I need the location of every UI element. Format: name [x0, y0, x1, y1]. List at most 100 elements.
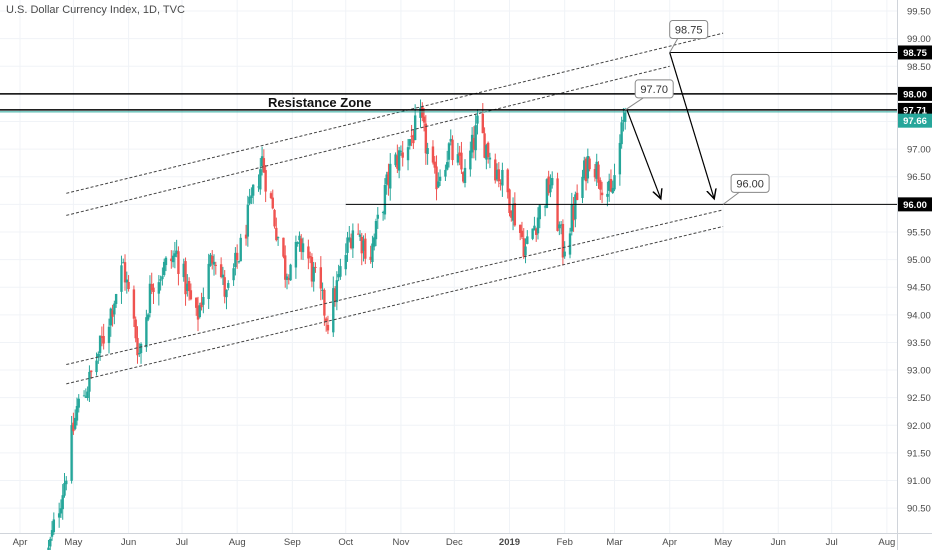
- candle-body: [508, 189, 511, 213]
- candle-body: [332, 288, 335, 333]
- candle-body: [294, 241, 298, 268]
- x-tick-label: 2019: [499, 537, 520, 548]
- candle-body: [65, 480, 68, 485]
- candle-body: [225, 289, 228, 298]
- candle-body: [437, 181, 440, 188]
- x-tick-label: Sep: [284, 537, 301, 548]
- projection-arrow[interactable]: [669, 52, 715, 198]
- candle-body: [536, 217, 540, 234]
- candle-body: [189, 290, 193, 300]
- x-tick-label: Jun: [121, 537, 136, 548]
- candle-body: [134, 319, 137, 339]
- candle-body: [170, 258, 173, 262]
- candle-body: [250, 195, 253, 199]
- candle-body: [419, 107, 422, 118]
- channel-line[interactable]: [66, 209, 724, 366]
- candle-body: [97, 353, 100, 358]
- candle-body: [227, 283, 230, 288]
- x-tick-label: Apr: [13, 537, 28, 548]
- grid: [0, 0, 897, 533]
- candle-body: [271, 197, 274, 209]
- candle-body: [396, 155, 399, 169]
- candle-body: [127, 281, 130, 290]
- y-tick-label: 95.50: [907, 227, 931, 238]
- candle-body: [406, 147, 410, 161]
- candle-body: [446, 162, 449, 170]
- candle-body: [312, 266, 315, 282]
- callout-96-00-label: 96.00: [736, 178, 764, 190]
- candle-body: [538, 205, 541, 220]
- candle-body: [323, 289, 326, 316]
- candle-body: [152, 287, 155, 293]
- candle-body: [157, 282, 161, 294]
- candle-body: [346, 237, 349, 253]
- candle-body: [200, 302, 203, 308]
- candle-body: [401, 152, 404, 158]
- candle-body: [357, 233, 360, 235]
- candle-body: [251, 184, 255, 196]
- candle-body: [146, 314, 150, 320]
- channel-line[interactable]: [66, 32, 724, 194]
- candle-body: [269, 193, 273, 199]
- candle-body: [547, 176, 550, 194]
- candle-body: [150, 283, 153, 291]
- candle-body: [202, 297, 205, 305]
- candle-body: [595, 161, 598, 179]
- candle-body: [526, 236, 529, 244]
- resistance-lower-line-tag: [898, 102, 932, 117]
- candle-body: [209, 254, 212, 266]
- candle-body: [613, 175, 616, 190]
- candle-body: [120, 265, 123, 292]
- candle-body: [175, 250, 178, 254]
- candle-body: [387, 171, 390, 186]
- candle-body: [394, 154, 397, 166]
- candle-body: [182, 263, 185, 278]
- projection-arrow[interactable]: [626, 109, 661, 199]
- candle-body: [513, 203, 517, 226]
- y-tick-label: 92.50: [907, 393, 931, 404]
- candle-body: [235, 252, 239, 261]
- candle-body: [198, 305, 201, 318]
- channel-line[interactable]: [66, 225, 724, 385]
- candle-body: [72, 422, 75, 432]
- candle-body: [138, 352, 141, 354]
- candle-body: [488, 157, 492, 160]
- candle-body: [369, 256, 372, 260]
- support-line-tag: [898, 197, 932, 212]
- candle-body: [184, 261, 187, 295]
- candle-body: [339, 266, 342, 277]
- candle-body: [607, 180, 611, 191]
- callout-96-00[interactable]: [730, 173, 770, 193]
- candle-body: [551, 177, 554, 186]
- candle-body: [186, 283, 189, 291]
- candle-body: [207, 263, 210, 299]
- candle-body: [244, 234, 248, 239]
- candle-body: [212, 261, 216, 265]
- candle-body: [549, 184, 552, 193]
- candle-body: [543, 206, 547, 208]
- candle-body: [412, 135, 415, 144]
- candle-body: [86, 391, 89, 398]
- callout-98-75[interactable]: [669, 19, 709, 39]
- candle-body: [223, 277, 226, 297]
- candle-body: [385, 174, 388, 185]
- candle-body: [462, 172, 465, 182]
- candle-body: [422, 116, 426, 123]
- y-tick-label: 94.00: [907, 310, 931, 321]
- candle-body: [61, 495, 64, 510]
- candle-body: [520, 230, 524, 238]
- y-tick-label: 96.50: [907, 172, 931, 183]
- candle-body: [522, 238, 525, 257]
- channel-line[interactable]: [66, 65, 670, 216]
- callout-97-70[interactable]: [634, 79, 674, 99]
- candle-body: [438, 176, 442, 181]
- candles: [47, 99, 627, 550]
- candle-body: [70, 425, 73, 481]
- candle-body: [349, 238, 353, 249]
- candle-body: [584, 158, 588, 182]
- candle-body: [246, 204, 250, 237]
- candle-body: [410, 135, 413, 137]
- candle-body: [171, 255, 175, 263]
- candle-body: [136, 337, 139, 356]
